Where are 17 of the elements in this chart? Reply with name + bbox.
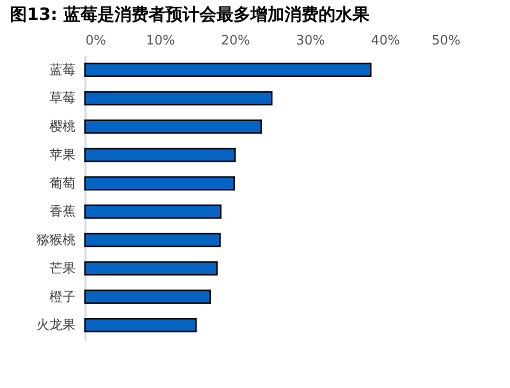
y-tick-label: 苹果 [50,148,76,163]
x-tick-label: 30% [296,34,325,48]
chart-title: 图13: 蓝莓是消费者预计会最多增加消费的水果 [10,5,370,25]
y-tick-label: 蓝莓 [50,62,76,78]
x-tick-label: 10% [146,34,175,48]
y-tick-label: 芒果 [50,261,76,276]
y-tick-label: 樱桃 [50,120,76,135]
x-tick-label: 50% [432,34,460,48]
y-tick-label: 橙子 [50,290,76,305]
y-tick-label: 香蕉 [50,204,76,220]
y-tick-label: 葡萄 [50,176,76,192]
y-tick-label: 火龙果 [36,318,76,334]
x-tick-label: 0% [86,34,106,48]
x-tick-label: 40% [371,34,400,48]
y-tick-label: 草莓 [50,91,76,106]
y-tick-label: 猕猴桃 [36,233,76,248]
x-tick-label: 20% [221,34,250,48]
